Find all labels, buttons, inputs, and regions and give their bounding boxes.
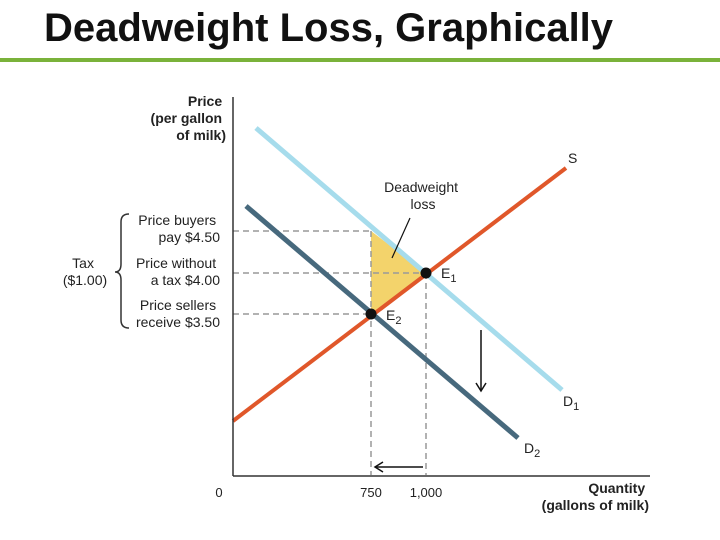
demand-curve-d1 bbox=[254, 126, 564, 392]
x-tick-1000: 1,000 bbox=[410, 485, 443, 500]
demand-d2-label: D2 bbox=[524, 440, 540, 460]
price-without-tax-label: Price without a tax $4.00 bbox=[136, 255, 220, 288]
demand-shift-arrow bbox=[475, 330, 487, 393]
demand-curve-d2 bbox=[244, 204, 520, 440]
y-axis-label: Price (per gallon of milk) bbox=[151, 93, 226, 143]
price-buyers-label: Price buyers pay $4.50 bbox=[138, 212, 220, 245]
point-e2-label: E2 bbox=[386, 307, 401, 327]
equilibrium-point-e2 bbox=[365, 308, 377, 320]
deadweight-pointer-line bbox=[391, 217, 411, 259]
tax-brace bbox=[114, 213, 130, 329]
supply-label: S bbox=[568, 150, 577, 166]
x-tick-750: 750 bbox=[360, 485, 382, 500]
supply-curve bbox=[231, 166, 568, 423]
quantity-shift-arrow bbox=[373, 461, 423, 473]
deadweight-loss-label: Deadweight loss bbox=[384, 179, 462, 212]
origin-label: 0 bbox=[215, 485, 222, 500]
slide-title: Deadweight Loss, Graphically bbox=[44, 6, 614, 50]
demand-d1-label: D1 bbox=[563, 393, 579, 413]
price-sellers-label: Price sellers receive $3.50 bbox=[136, 297, 220, 330]
title-underline bbox=[0, 58, 720, 62]
equilibrium-point-e1 bbox=[420, 267, 432, 279]
tax-label: Tax ($1.00) bbox=[63, 255, 107, 288]
guide-lines bbox=[233, 230, 427, 475]
point-e1-label: E1 bbox=[441, 265, 456, 285]
x-axis-label: Quantity (gallons of milk) bbox=[542, 480, 649, 513]
